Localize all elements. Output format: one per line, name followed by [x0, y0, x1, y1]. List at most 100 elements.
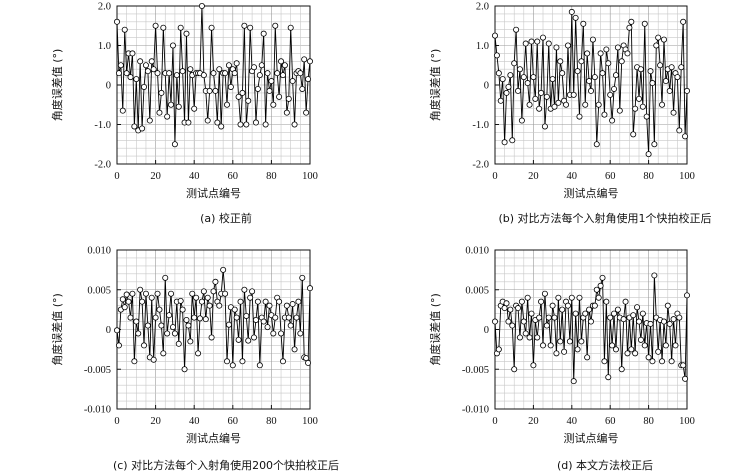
data-point	[204, 117, 211, 124]
x-tick-label: 40	[567, 416, 578, 427]
data-point	[196, 315, 203, 322]
data-point	[534, 334, 541, 341]
data-point	[216, 302, 223, 309]
x-tick-label: 80	[643, 171, 654, 182]
data-point	[251, 64, 258, 71]
data-point	[584, 50, 591, 57]
data-point	[173, 72, 180, 79]
data-point	[156, 306, 163, 313]
data-point	[168, 290, 175, 297]
data-point	[141, 83, 148, 90]
data-point	[220, 266, 227, 273]
data-point	[117, 62, 124, 69]
data-point	[204, 294, 211, 301]
chart-panel-3: 0 20 40 60 80 100 0.010 0.005 0 -0.005 -0.010 测试点编号…	[428, 246, 695, 473]
data-point	[285, 95, 292, 102]
data-point	[601, 111, 608, 118]
data-point	[177, 297, 184, 304]
data-point	[268, 78, 275, 85]
data-point	[283, 302, 290, 309]
data-point	[169, 324, 176, 331]
data-point	[239, 358, 246, 365]
data-point	[171, 330, 178, 337]
data-point	[543, 93, 550, 100]
chart-panel-2: 0 20 40 60 80 100 0.010 0.005 0 -0.005 -0.010 测试点编号…	[50, 246, 339, 473]
data-point	[564, 302, 571, 309]
y-axis-label: 角度误差值 (°)	[50, 49, 64, 122]
data-point	[283, 109, 290, 116]
data-point	[179, 68, 186, 75]
data-point	[530, 74, 537, 81]
chart-panel-1: 0 20 40 60 80 100 2.0 1.0 0 -1.0 -2.0 测试点编号 角度误差值 (°…	[428, 2, 712, 226]
data-point	[557, 338, 564, 345]
data-point	[276, 298, 283, 305]
data-point	[233, 314, 240, 321]
data-point	[680, 18, 687, 25]
data-point	[264, 70, 271, 77]
y-tick-label: 1.0	[98, 41, 111, 52]
data-point	[156, 109, 163, 116]
data-point	[620, 316, 627, 323]
x-tick-label: 40	[189, 171, 200, 182]
data-point	[541, 123, 548, 130]
data-point	[657, 62, 664, 69]
data-point	[641, 342, 648, 349]
data-point	[576, 113, 583, 120]
data-point	[507, 72, 514, 79]
x-tick-label: 40	[567, 171, 578, 182]
x-axis-label: 测试点编号	[564, 186, 619, 200]
data-point	[146, 117, 153, 124]
data-point	[210, 70, 217, 77]
data-point	[582, 310, 589, 317]
data-point	[636, 318, 643, 325]
x-axis-label: 测试点编号	[186, 186, 241, 200]
data-point	[299, 274, 306, 281]
data-point	[647, 68, 654, 75]
data-point	[684, 292, 691, 299]
data-point	[636, 95, 643, 102]
data-point	[611, 85, 618, 92]
data-point	[252, 316, 259, 323]
data-point	[611, 310, 618, 317]
data-point	[183, 316, 190, 323]
data-point	[303, 109, 310, 116]
data-point	[266, 87, 273, 94]
data-point	[628, 18, 635, 25]
data-point	[195, 350, 202, 357]
data-point	[152, 22, 159, 29]
data-point	[518, 298, 525, 305]
data-point	[549, 302, 556, 309]
data-point	[530, 362, 537, 369]
data-point	[231, 70, 238, 77]
data-point	[551, 314, 558, 321]
data-point	[270, 330, 277, 337]
data-point	[660, 318, 667, 325]
data-point	[570, 378, 577, 385]
data-point	[599, 70, 606, 77]
data-point	[568, 294, 575, 301]
data-point	[181, 366, 188, 373]
data-point	[641, 20, 648, 27]
data-point	[612, 72, 619, 79]
data-point	[262, 121, 269, 128]
data-point	[256, 362, 263, 369]
data-point	[225, 62, 232, 69]
data-point	[559, 306, 566, 313]
y-tick-label: 0	[106, 325, 111, 336]
data-point	[235, 93, 242, 100]
data-point	[516, 334, 523, 341]
data-point	[222, 70, 229, 77]
x-tick-label: 20	[528, 171, 539, 182]
data-point	[545, 314, 552, 321]
data-point	[536, 105, 543, 112]
data-point	[578, 58, 585, 65]
data-point	[224, 101, 231, 108]
data-point	[516, 66, 523, 73]
x-tick-label: 80	[266, 416, 277, 427]
data-point	[185, 119, 192, 126]
x-tick-label: 0	[114, 416, 119, 427]
data-point	[522, 40, 529, 47]
data-point	[536, 314, 543, 321]
data-point	[524, 80, 531, 87]
